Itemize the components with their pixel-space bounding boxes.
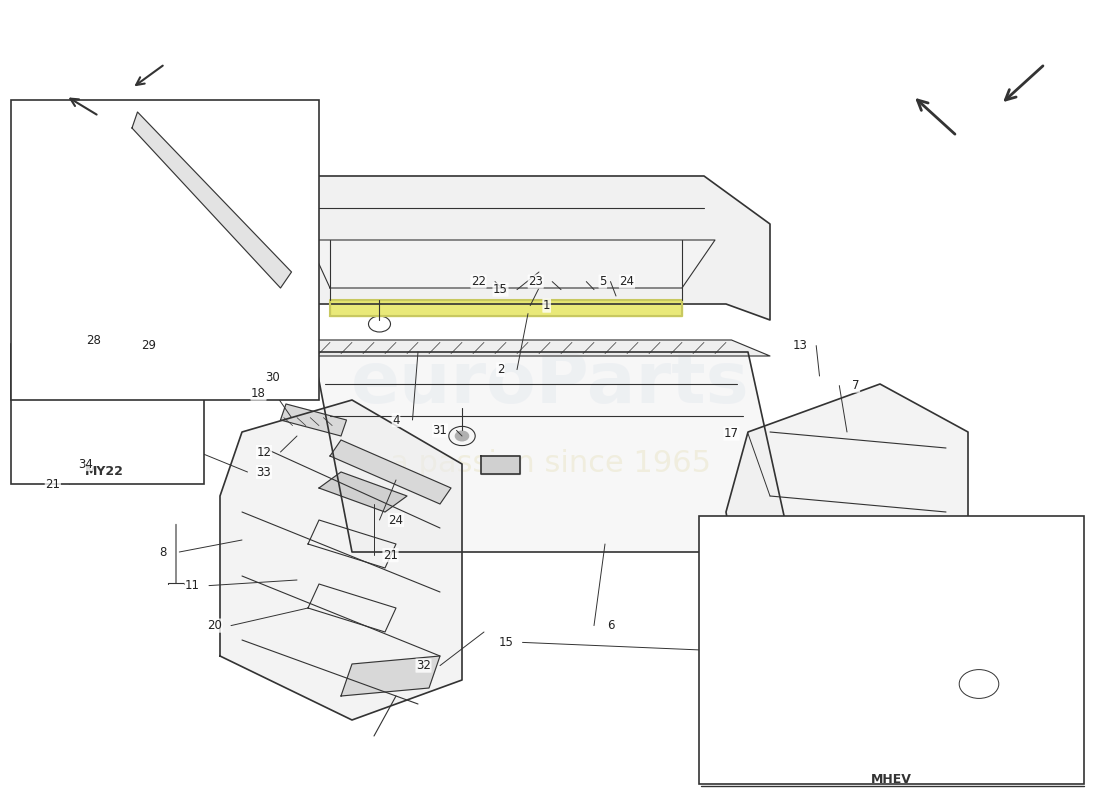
Polygon shape (132, 112, 292, 288)
Text: a passion since 1965: a passion since 1965 (389, 450, 711, 478)
Polygon shape (341, 656, 440, 696)
Text: 31: 31 (432, 424, 448, 437)
FancyBboxPatch shape (11, 100, 319, 400)
Text: 15: 15 (493, 283, 508, 296)
Text: 11: 11 (185, 579, 200, 592)
Text: MY22: MY22 (85, 465, 124, 478)
Text: 32: 32 (416, 659, 431, 672)
Polygon shape (726, 384, 968, 688)
Text: 33: 33 (256, 466, 272, 478)
Polygon shape (28, 384, 121, 436)
Polygon shape (319, 472, 407, 512)
Circle shape (455, 431, 469, 441)
Text: 2: 2 (497, 363, 504, 376)
Text: 21: 21 (383, 549, 398, 562)
Text: 24: 24 (388, 514, 404, 526)
Polygon shape (44, 292, 170, 308)
Polygon shape (280, 340, 770, 356)
Text: 15: 15 (498, 636, 514, 649)
Polygon shape (330, 300, 682, 316)
Text: 17: 17 (724, 427, 739, 440)
FancyBboxPatch shape (698, 516, 1084, 784)
Text: 13: 13 (792, 339, 807, 352)
Text: MHEV: MHEV (870, 773, 912, 786)
Text: 12: 12 (256, 446, 272, 458)
Text: 34: 34 (78, 458, 94, 470)
Polygon shape (710, 536, 1072, 752)
Polygon shape (330, 440, 451, 504)
Polygon shape (242, 176, 770, 320)
Text: 6: 6 (607, 619, 614, 632)
Text: 23: 23 (528, 275, 543, 288)
Polygon shape (60, 412, 82, 424)
Text: 21: 21 (45, 478, 60, 490)
Text: euroParts: euroParts (351, 350, 749, 418)
Text: 20: 20 (207, 619, 222, 632)
Polygon shape (110, 420, 148, 436)
Text: 5: 5 (600, 275, 606, 288)
FancyBboxPatch shape (11, 344, 204, 484)
Polygon shape (308, 240, 715, 288)
Text: 1: 1 (543, 299, 550, 312)
Text: 22: 22 (471, 275, 486, 288)
Text: 8: 8 (160, 546, 166, 558)
Circle shape (846, 531, 881, 557)
Polygon shape (64, 280, 79, 290)
Text: 7: 7 (852, 379, 859, 392)
Polygon shape (481, 456, 520, 474)
Text: 24: 24 (619, 275, 635, 288)
Text: 30: 30 (265, 371, 280, 384)
Polygon shape (280, 404, 346, 436)
Text: 28: 28 (86, 334, 101, 346)
Text: 29: 29 (141, 339, 156, 352)
Text: 18: 18 (251, 387, 266, 400)
Text: 4: 4 (393, 414, 399, 426)
Polygon shape (314, 352, 792, 552)
Polygon shape (220, 400, 462, 720)
